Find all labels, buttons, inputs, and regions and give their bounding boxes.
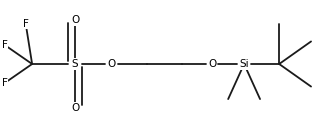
Text: O: O xyxy=(208,59,216,69)
Text: O: O xyxy=(71,15,79,25)
Text: Si: Si xyxy=(239,59,249,69)
Text: F: F xyxy=(2,40,8,50)
Text: F: F xyxy=(23,19,29,29)
Text: S: S xyxy=(72,59,79,69)
Text: O: O xyxy=(108,59,116,69)
Text: F: F xyxy=(2,78,8,88)
Text: O: O xyxy=(71,103,79,113)
